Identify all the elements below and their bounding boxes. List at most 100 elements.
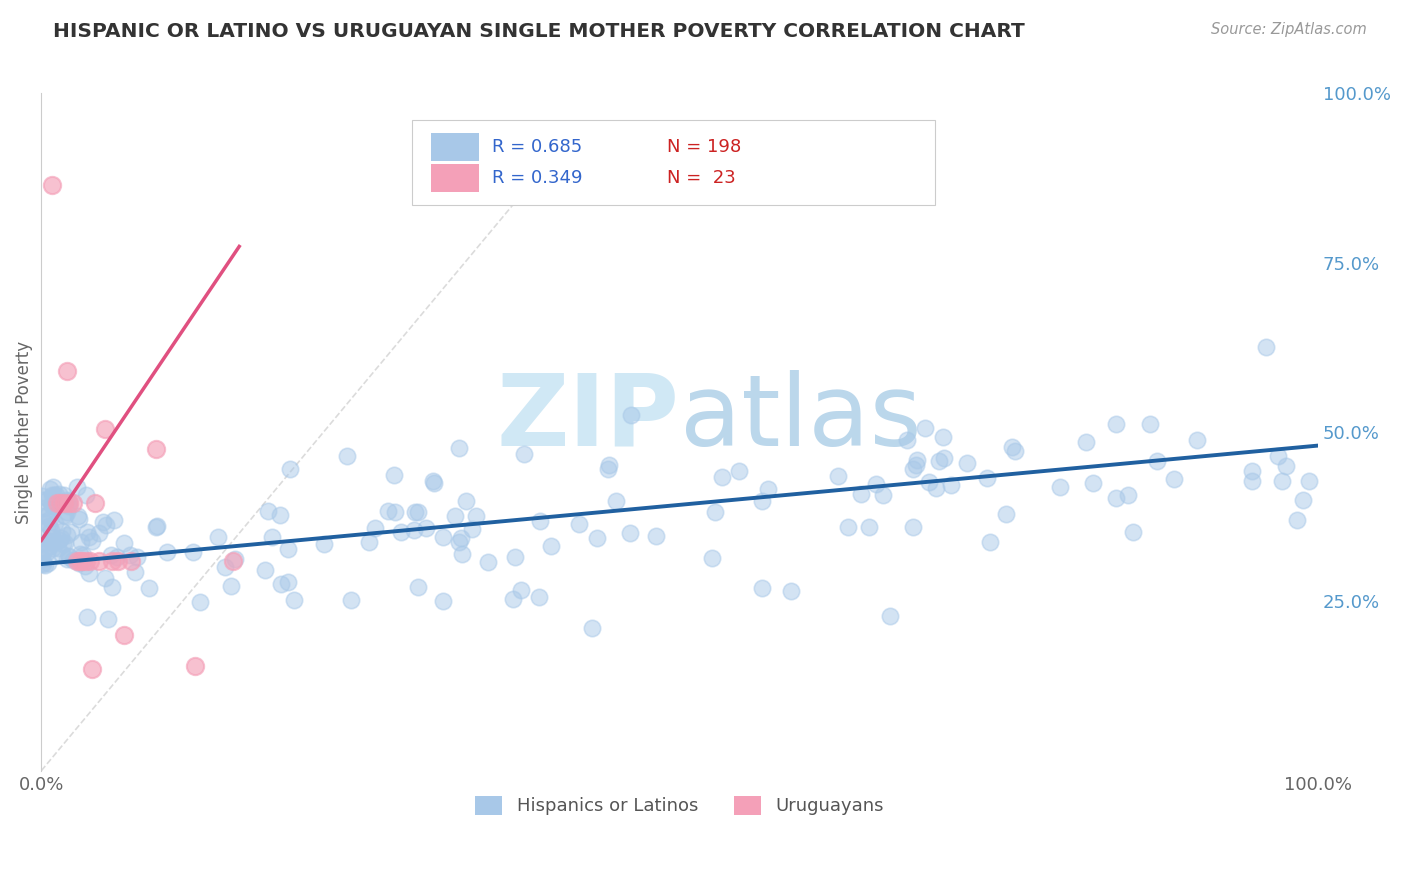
- Point: [540, 539, 562, 553]
- Point: [1292, 492, 1315, 507]
- Point: [751, 582, 773, 596]
- Point: [598, 458, 620, 472]
- Point: [41, 497, 63, 511]
- Point: [146, 519, 169, 533]
- Point: [66, 509, 89, 524]
- Point: [502, 592, 524, 607]
- Point: [710, 469, 733, 483]
- Point: [53, 508, 76, 523]
- Point: [38, 518, 60, 533]
- Point: [44, 516, 66, 531]
- Point: [38, 540, 60, 554]
- Point: [751, 493, 773, 508]
- Point: [277, 541, 299, 556]
- Point: [1163, 472, 1185, 486]
- Point: [56, 527, 79, 541]
- Point: [432, 594, 454, 608]
- Point: [41, 541, 63, 555]
- Point: [620, 408, 643, 422]
- Point: [1116, 488, 1139, 502]
- Point: [896, 434, 918, 448]
- Point: [31, 551, 53, 566]
- Point: [89, 526, 111, 541]
- Point: [32, 515, 55, 529]
- Point: [513, 447, 536, 461]
- Point: [503, 550, 526, 565]
- Point: [827, 469, 849, 483]
- Point: [53, 508, 76, 522]
- Point: [1083, 476, 1105, 491]
- Point: [58, 496, 80, 510]
- Text: R = 0.349: R = 0.349: [492, 169, 582, 187]
- Point: [75, 488, 97, 502]
- Legend: Hispanics or Latinos, Uruguayans: Hispanics or Latinos, Uruguayans: [468, 789, 891, 822]
- Point: [278, 461, 301, 475]
- Point: [1271, 475, 1294, 489]
- Point: [52, 488, 75, 502]
- Point: [1105, 491, 1128, 506]
- Point: [51, 547, 73, 561]
- Text: N =  23: N = 23: [666, 169, 735, 187]
- Point: [1122, 525, 1144, 540]
- Point: [408, 581, 430, 595]
- Point: [37, 545, 59, 559]
- Point: [879, 609, 901, 624]
- Point: [138, 581, 160, 595]
- Bar: [430, 133, 479, 161]
- Point: [45, 488, 67, 502]
- Point: [1267, 449, 1289, 463]
- Point: [389, 524, 412, 539]
- Point: [700, 551, 723, 566]
- Point: [41, 530, 63, 544]
- Point: [112, 628, 135, 642]
- Point: [260, 529, 283, 543]
- Point: [31, 493, 53, 508]
- Point: [979, 534, 1001, 549]
- Point: [32, 558, 55, 572]
- Point: [35, 509, 58, 524]
- Text: HISPANIC OR LATINO VS URUGUAYAN SINGLE MOTHER POVERTY CORRELATION CHART: HISPANIC OR LATINO VS URUGUAYAN SINGLE M…: [53, 22, 1025, 41]
- Point: [934, 450, 956, 465]
- Point: [253, 563, 276, 577]
- Point: [77, 566, 100, 580]
- Point: [52, 537, 75, 551]
- Point: [406, 505, 429, 519]
- Point: [107, 554, 129, 568]
- Point: [727, 464, 749, 478]
- Point: [32, 500, 55, 515]
- Point: [181, 545, 204, 559]
- Point: [377, 504, 399, 518]
- Point: [645, 528, 668, 542]
- Point: [214, 560, 236, 574]
- Point: [124, 565, 146, 579]
- Point: [46, 541, 69, 555]
- Point: [924, 481, 946, 495]
- Point: [62, 496, 84, 510]
- Point: [336, 449, 359, 463]
- Point: [384, 505, 406, 519]
- Point: [340, 593, 363, 607]
- Point: [69, 548, 91, 562]
- Text: ZIP: ZIP: [496, 370, 679, 467]
- Point: [45, 496, 67, 510]
- Point: [76, 609, 98, 624]
- Point: [224, 552, 246, 566]
- Point: [76, 524, 98, 539]
- Point: [82, 662, 104, 676]
- Point: [62, 553, 84, 567]
- Point: [596, 462, 619, 476]
- Point: [359, 534, 381, 549]
- Point: [605, 494, 627, 508]
- Point: [1254, 340, 1277, 354]
- Point: [932, 430, 955, 444]
- Point: [283, 592, 305, 607]
- Point: [125, 550, 148, 565]
- Point: [58, 499, 80, 513]
- Point: [41, 523, 63, 537]
- Point: [1076, 435, 1098, 450]
- Point: [865, 477, 887, 491]
- Point: [145, 520, 167, 534]
- Point: [97, 612, 120, 626]
- Point: [39, 512, 62, 526]
- Point: [35, 535, 58, 549]
